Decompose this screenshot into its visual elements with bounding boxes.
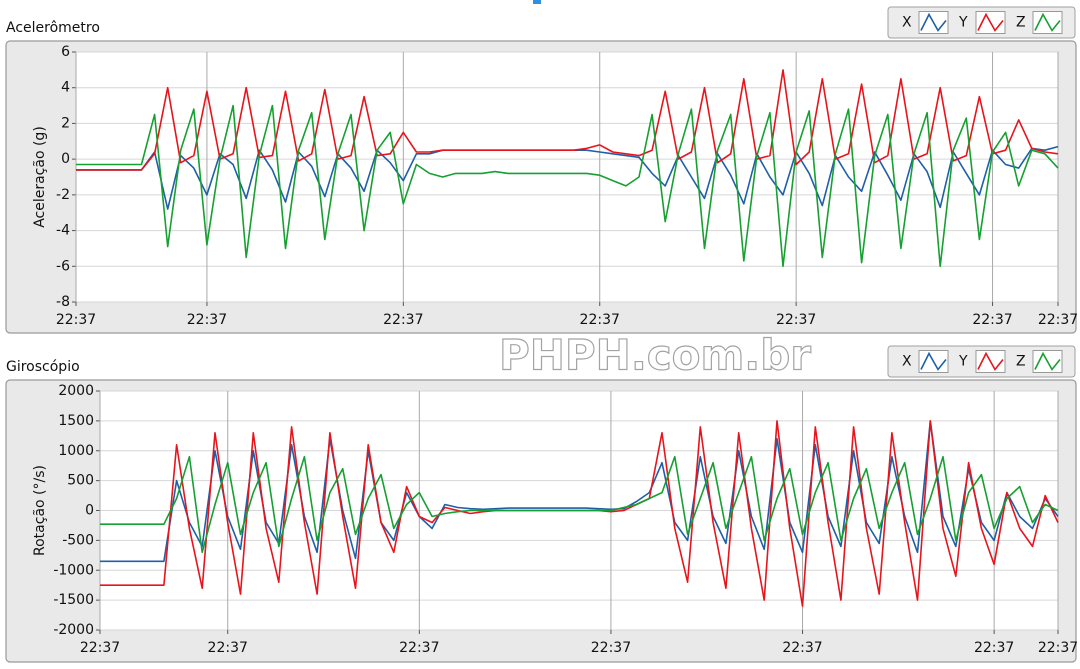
x-tick-label: 22:37	[591, 640, 631, 656]
y-tick-label: 1500	[58, 413, 94, 429]
y-tick-label: 0	[85, 503, 94, 519]
x-tick-label: 22:37	[56, 312, 96, 328]
legend-label: X	[902, 15, 912, 31]
x-tick-label: 22:37	[1038, 640, 1078, 656]
data-line	[100, 455, 1059, 554]
legend-label: Y	[958, 15, 968, 31]
legend-swatch	[920, 351, 947, 371]
x-tick-label: 22:37	[776, 312, 816, 328]
data-line	[100, 420, 1059, 563]
y-tick-label: -2000	[53, 622, 94, 638]
chart-title: Giroscópio	[6, 359, 80, 375]
legend-label: Z	[1016, 354, 1026, 370]
y-tick-label: 2	[61, 115, 70, 131]
y-axis-label: Rotação (°/s)	[32, 465, 48, 556]
x-tick-label: 22:37	[972, 312, 1012, 328]
legend-label: Y	[958, 354, 968, 370]
y-tick-label: 1000	[58, 443, 94, 459]
legend-swatch	[977, 351, 1004, 371]
x-tick-label: 22:37	[187, 312, 227, 328]
y-tick-label: -8	[56, 294, 70, 310]
watermark: PHPH.com.br	[499, 331, 811, 380]
y-tick-label: 2000	[58, 383, 94, 399]
data-line	[76, 104, 1059, 268]
data-line	[76, 69, 1059, 171]
y-tick-label: 6	[61, 44, 70, 60]
x-tick-label: 22:37	[208, 640, 248, 656]
chart-title: Acelerômetro	[6, 20, 100, 36]
y-tick-label: -6	[56, 258, 70, 274]
y-tick-label: -1500	[53, 592, 94, 608]
y-tick-label: 4	[61, 80, 70, 96]
x-tick-label: 22:37	[80, 640, 120, 656]
legend-swatch	[920, 12, 947, 32]
y-tick-label: -500	[62, 532, 94, 548]
legend-swatch	[1034, 12, 1061, 32]
y-tick-label: -1000	[53, 562, 94, 578]
x-tick-label: 22:37	[1038, 312, 1078, 328]
y-tick-label: -2	[56, 187, 70, 203]
x-tick-label: 22:37	[580, 312, 620, 328]
y-tick-label: 0	[61, 151, 70, 167]
x-tick-label: 22:37	[383, 312, 423, 328]
legend-label: Z	[1016, 15, 1026, 31]
y-tick-label: -4	[56, 223, 70, 239]
x-tick-label: 22:37	[782, 640, 822, 656]
x-tick-label: 22:37	[974, 640, 1014, 656]
legend-label: X	[902, 354, 912, 370]
legend-swatch	[1034, 351, 1061, 371]
x-tick-label: 22:37	[399, 640, 439, 656]
legend-swatch	[977, 12, 1004, 32]
y-tick-label: 500	[67, 473, 94, 489]
y-axis-label: Aceleração (g)	[32, 126, 48, 228]
top-indicator	[533, 0, 541, 4]
